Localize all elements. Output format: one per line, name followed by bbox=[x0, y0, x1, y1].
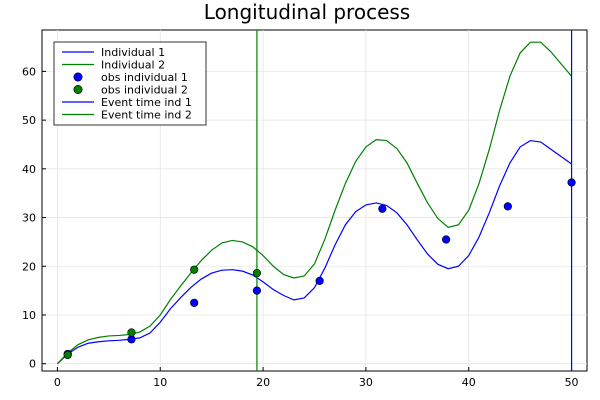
legend-label: obs individual 1 bbox=[101, 71, 188, 84]
legend-label: Event time ind 1 bbox=[101, 96, 192, 109]
y-tick-label: 0 bbox=[29, 358, 36, 371]
obs-point bbox=[127, 328, 136, 337]
y-tick-label: 20 bbox=[22, 260, 36, 273]
obs-point bbox=[127, 335, 136, 344]
series-line-2 bbox=[56, 41, 573, 365]
y-tick-label: 30 bbox=[22, 212, 36, 225]
legend-label: Individual 1 bbox=[101, 46, 165, 59]
series-line-1 bbox=[57, 139, 572, 365]
x-tick-label: 40 bbox=[462, 376, 476, 389]
x-tick-label: 50 bbox=[565, 376, 579, 389]
legend-label: Individual 2 bbox=[101, 59, 165, 72]
obs-point bbox=[190, 298, 199, 307]
legend-label: Event time ind 2 bbox=[101, 109, 192, 122]
obs-point bbox=[442, 235, 451, 244]
legend-label: obs individual 2 bbox=[101, 84, 188, 97]
x-tick-label: 20 bbox=[256, 376, 270, 389]
obs-point bbox=[503, 202, 512, 211]
y-tick-label: 40 bbox=[22, 163, 36, 176]
obs-point bbox=[378, 204, 387, 213]
x-tick-label: 30 bbox=[359, 376, 373, 389]
obs-point bbox=[63, 350, 72, 360]
chart-title: Longitudinal process bbox=[204, 0, 410, 24]
obs-point bbox=[315, 276, 324, 285]
x-tick-label: 0 bbox=[54, 376, 61, 389]
legend-box bbox=[53, 41, 207, 126]
y-tick-label: 50 bbox=[22, 114, 36, 127]
y-tick-label: 10 bbox=[22, 309, 36, 322]
obs-point bbox=[252, 268, 262, 278]
obs-point bbox=[567, 178, 576, 187]
legend-marker bbox=[73, 85, 83, 95]
obs-point bbox=[190, 265, 199, 274]
legend-marker bbox=[73, 72, 83, 82]
series-layer bbox=[56, 30, 576, 371]
obs-point bbox=[252, 286, 262, 295]
axis-ticks: 0 10 20 30 40 50 0 10 20 30 40 50 60 bbox=[22, 65, 579, 389]
x-tick-label: 10 bbox=[153, 376, 167, 389]
y-tick-label: 60 bbox=[22, 65, 36, 78]
